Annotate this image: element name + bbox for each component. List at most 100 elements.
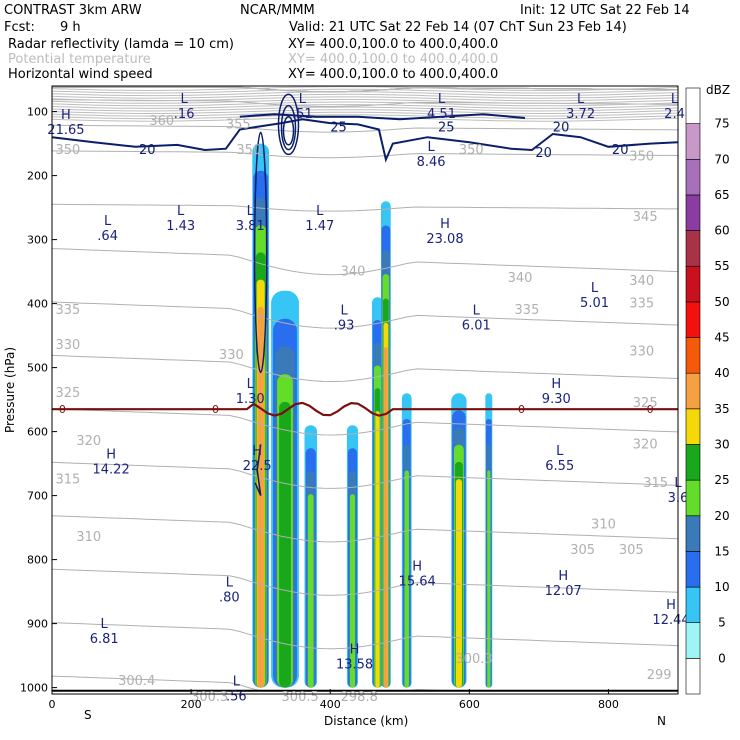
colorbar-box-4 (685, 515, 701, 552)
colorbar-label-5: 5 (718, 616, 726, 630)
extremum-value-27: .56 (226, 690, 247, 705)
theta-label-6: 345 (633, 210, 658, 225)
extremum-value-26: 13.58 (336, 658, 373, 673)
y-tick-label-900: 900 (27, 618, 48, 631)
wind-contour-25 (239, 113, 526, 121)
y-tick-label-800: 800 (27, 554, 48, 567)
colorbar-label-45: 45 (714, 331, 729, 345)
wind-low-level-loop (254, 444, 262, 496)
extremum-value-25: 6.81 (90, 632, 119, 647)
theta-label-20: 315 (55, 473, 80, 488)
field-name-wind: Horizontal wind speed (8, 67, 153, 82)
x-end-right: N (657, 714, 666, 728)
theta-strat-line-64 (52, 86, 678, 92)
plot-area: 0 0 0 0 360 355 350 350 350 350 345 340 340 340 335 33… (3, 85, 690, 728)
extremum-kind-13: L (473, 303, 481, 318)
wind-label-3: 20 (553, 121, 570, 136)
theta-line-330 (52, 354, 678, 383)
colorbar-label-35: 35 (714, 402, 729, 416)
extremum-kind-18: H (252, 444, 262, 459)
zero-contour: 0 0 0 0 (52, 401, 678, 417)
colorbar-box-5 (685, 479, 701, 517)
theta-line-335 (52, 301, 678, 329)
extremum-kind-9: L (316, 204, 324, 219)
extremum-kind-4: L (577, 92, 585, 107)
reflectivity-cell-8-20 (487, 470, 491, 688)
theta-label-21: 315 (643, 476, 668, 491)
y-tick-label-200: 200 (27, 170, 48, 183)
extremum-kind-26: H (350, 643, 360, 658)
extremum-value-16: 9.30 (542, 392, 571, 407)
y-tick-label-600: 600 (27, 426, 48, 439)
extremum-kind-16: H (551, 377, 561, 392)
colorbar-box-15 (685, 123, 701, 160)
theta-strat-line-104 (52, 111, 678, 117)
colorbar-label-50: 50 (714, 295, 729, 309)
theta-strat-line-84 (52, 98, 678, 104)
x-tick-label-400: 400 (320, 698, 341, 711)
extremum-kind-25: L (101, 617, 109, 632)
theta-strat-line-76 (52, 93, 678, 99)
x-end-left: S (84, 708, 92, 722)
field-name-theta: Potential temperature (8, 52, 151, 67)
colorbar-box-0 (685, 658, 701, 695)
theta-line-340 (52, 248, 678, 276)
wind-core-loop-3 (253, 131, 268, 374)
colorbar-label-40: 40 (714, 366, 729, 380)
y-tick-label-700: 700 (27, 490, 48, 503)
theta-label-30: 298.8 (341, 690, 378, 705)
theta-label-2: 350 (55, 143, 80, 158)
zero-contour-line (52, 401, 678, 417)
theta-strat-line-100 (52, 109, 678, 114)
colorbar-box-8 (685, 372, 701, 410)
field-xy-wind: XY= 400.0,100.0 to 400.0,400.0 (288, 67, 498, 82)
extremum-value-15: 1.30 (236, 392, 265, 407)
colorbar-label-30: 30 (714, 437, 729, 451)
colorbar-label-10: 10 (714, 580, 729, 594)
forecast-label: Fcst: (4, 20, 35, 35)
theta-label-10: 335 (55, 303, 80, 318)
reflectivity-cell-2-20 (307, 494, 314, 688)
theta-label-1: 355 (226, 117, 251, 132)
colorbar-box-6 (685, 444, 701, 481)
theta-label-31: 299 (647, 668, 672, 683)
theta-label-15: 330 (629, 345, 654, 360)
extrema-labels: H21.65L.16L.51L4.51L3.72L2.4L8.46L1.43L3… (47, 92, 689, 704)
theta-line-310 (52, 568, 678, 596)
y-tick-label-100: 100 (27, 106, 48, 119)
wind-label-2: 25 (438, 121, 455, 136)
extremum-value-7: 1.43 (166, 219, 195, 234)
extremum-value-10: .64 (97, 229, 118, 244)
extremum-kind-21: H (412, 559, 422, 574)
colorbar: dBZ 0 5 10 15 20 25 30 35 40 45 50 55 60 65 70 75 (685, 83, 730, 695)
reflectivity-cell-4-30 (375, 411, 380, 688)
theta-label-9: 340 (629, 274, 654, 289)
y-tick-label-400: 400 (27, 298, 48, 311)
theta-line-320 (52, 461, 678, 489)
extremum-value-14: 5.01 (580, 296, 609, 311)
reflectivity-cell-6-20 (404, 470, 409, 688)
extremum-value-12: .93 (334, 318, 355, 333)
wind-label-5: 20 (612, 143, 629, 158)
colorbar-box-16 (685, 87, 701, 124)
extremum-value-18: 22.5 (243, 459, 272, 474)
valid-time: Valid: 21 UTC Sat 22 Feb 14 (07 ChT Sun … (289, 20, 627, 35)
theta-line-305 (52, 622, 678, 650)
extremum-kind-23: L (226, 575, 234, 590)
extremum-value-21: 15.64 (399, 574, 436, 589)
colorbar-box-1 (685, 622, 701, 659)
colorbar-label-55: 55 (714, 259, 729, 273)
theta-label-16: 325 (55, 386, 80, 401)
header: CONTRAST 3km ARW NCAR/MMM Init: 12 UTC S… (4, 3, 690, 82)
theta-label-11: 335 (515, 303, 540, 318)
colorbar-boxes (685, 87, 701, 695)
theta-strat-line-92 (52, 104, 678, 109)
theta-line-315 (52, 515, 678, 543)
y-tick-label-500: 500 (27, 362, 48, 375)
colorbar-label-75: 75 (714, 117, 729, 131)
init-time: Init: 12 UTC Sat 22 Feb 14 (520, 3, 690, 18)
theta-label-22: 310 (76, 530, 101, 545)
x-tick-label-0: 0 (49, 698, 56, 711)
wind-core-loop-0 (277, 93, 300, 156)
